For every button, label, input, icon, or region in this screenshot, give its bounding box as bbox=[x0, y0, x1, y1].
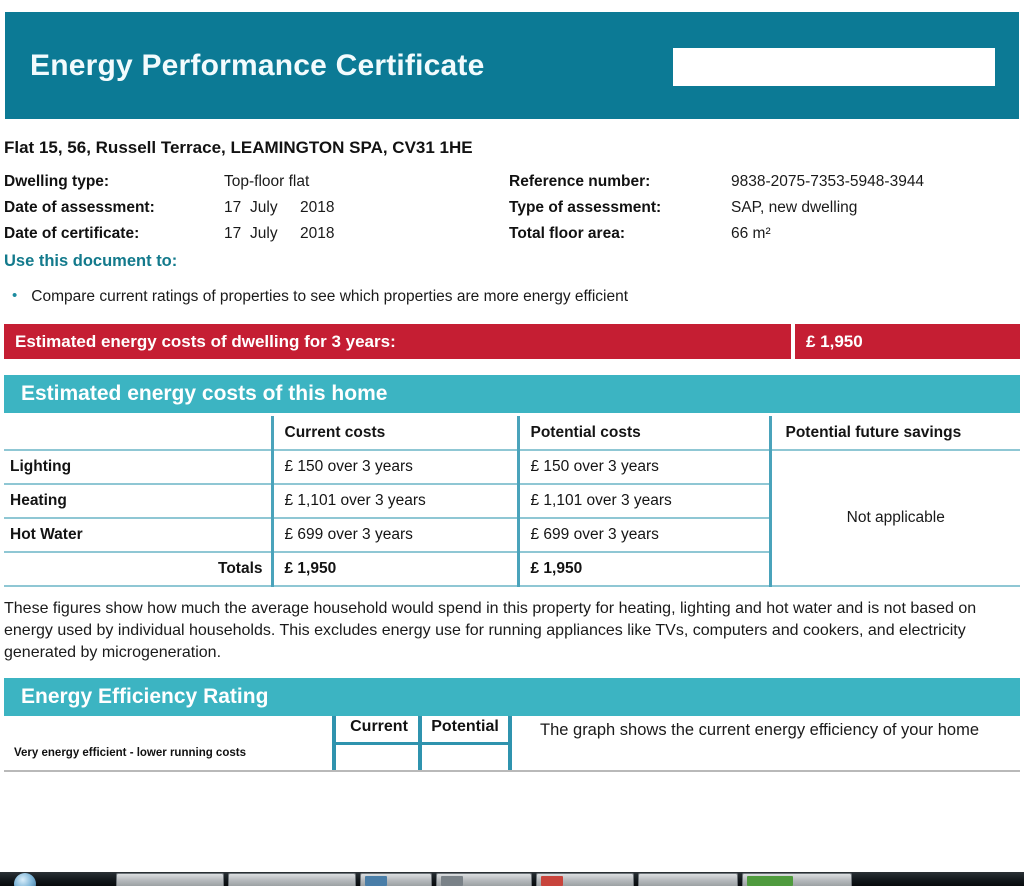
row-label-totals: Totals bbox=[4, 552, 272, 587]
taskbar-item-4-icon bbox=[441, 876, 463, 886]
taskbar-start-button[interactable] bbox=[0, 872, 50, 886]
use-document-heading: Use this document to: bbox=[4, 252, 178, 270]
cell-hot-water-current: £ 699 over 3 years bbox=[270, 518, 518, 553]
use-document-item-text: Compare current ratings of properties to… bbox=[31, 288, 629, 305]
taskbar-item-7[interactable] bbox=[742, 873, 852, 886]
detail-label-date-of-certificate: Date of certificate: bbox=[4, 225, 140, 242]
detail-label-type-of-assessment: Type of assessment: bbox=[509, 199, 662, 216]
taskbar-item-4[interactable] bbox=[436, 873, 532, 886]
certificate-year: 2018 bbox=[300, 225, 335, 242]
table-body: Lighting £ 150 over 3 years £ 150 over 3… bbox=[4, 450, 1020, 587]
detail-label-dwelling-type: Dwelling type: bbox=[4, 173, 110, 190]
column-header-blank bbox=[4, 416, 272, 451]
cell-heating-current: £ 1,101 over 3 years bbox=[270, 484, 518, 519]
detail-label-total-floor-area: Total floor area: bbox=[509, 225, 625, 242]
cell-totals-current: £ 1,950 bbox=[270, 552, 518, 587]
windows-orb-icon[interactable] bbox=[14, 873, 36, 886]
cell-hot-water-potential: £ 699 over 3 years bbox=[516, 518, 770, 553]
bullet-icon: • bbox=[12, 287, 18, 304]
energy-costs-table: Current costs Potential costs Potential … bbox=[4, 416, 1020, 587]
page-title: Energy Performance Certificate bbox=[30, 48, 485, 82]
table-row: Heating £ 1,101 over 3 years £ 1,101 ove… bbox=[4, 484, 1020, 519]
column-header-potential-future-savings: Potential future savings bbox=[768, 416, 1020, 451]
taskbar-item-5-icon bbox=[541, 876, 563, 886]
taskbar-item-2[interactable] bbox=[228, 873, 356, 886]
detail-value-type-of-assessment: SAP, new dwelling bbox=[731, 199, 858, 216]
taskbar-item-6[interactable] bbox=[638, 873, 738, 886]
estimated-cost-label: Estimated energy costs of dwelling for 3… bbox=[15, 331, 396, 351]
certificate-day: 17 bbox=[224, 225, 242, 242]
column-header-potential-costs: Potential costs bbox=[516, 416, 770, 451]
detail-label-reference-number: Reference number: bbox=[509, 173, 651, 190]
property-details: Dwelling type: Top-floor flat Reference … bbox=[4, 173, 1020, 251]
rating-header-underline bbox=[332, 742, 512, 745]
section-title-energy-efficiency-rating: Energy Efficiency Rating bbox=[21, 685, 269, 708]
section-title-estimated-costs: Estimated energy costs of this home bbox=[21, 382, 388, 405]
assessment-month: July bbox=[250, 199, 278, 216]
table-header: Current costs Potential costs Potential … bbox=[4, 416, 1020, 451]
costs-explanatory-note: These figures show how much the average … bbox=[4, 600, 977, 661]
cost-bar-divider bbox=[791, 324, 795, 359]
assessment-day: 17 bbox=[224, 199, 242, 216]
cell-lighting-current: £ 150 over 3 years bbox=[270, 450, 518, 485]
taskbar-item-5[interactable] bbox=[536, 873, 634, 886]
section-header-energy-efficiency-rating: Energy Efficiency Rating bbox=[4, 678, 1020, 716]
detail-value-total-floor-area: 66 m² bbox=[731, 225, 771, 242]
use-document-list-item: • Compare current ratings of properties … bbox=[12, 287, 629, 306]
assessment-year: 2018 bbox=[300, 199, 335, 216]
row-label-hot-water: Hot Water bbox=[4, 518, 272, 553]
taskbar-item-1[interactable] bbox=[116, 873, 224, 886]
detail-value-reference-number: 9838-2075-7353-5948-3944 bbox=[731, 173, 925, 190]
energy-efficiency-rating-body: Very energy efficient - lower running co… bbox=[4, 716, 1020, 771]
taskbar-item-3[interactable] bbox=[360, 873, 432, 886]
column-header-current-costs: Current costs bbox=[270, 416, 518, 451]
cell-heating-potential: £ 1,101 over 3 years bbox=[516, 484, 770, 519]
rating-column-headers: Current Potential bbox=[332, 716, 512, 771]
detail-value-date-of-assessment: 17 July 2018 bbox=[224, 199, 509, 217]
table-row: Hot Water £ 699 over 3 years £ 699 over … bbox=[4, 518, 1020, 553]
detail-row-date-of-certificate: Date of certificate: 17 July 2018 Total fl… bbox=[4, 225, 1020, 251]
taskbar-item-3-icon bbox=[365, 876, 387, 886]
document-header-banner: Energy Performance Certificate bbox=[5, 12, 1019, 119]
section-header-estimated-costs: Estimated energy costs of this home bbox=[4, 375, 1020, 413]
rating-column-header-potential: Potential bbox=[431, 718, 499, 735]
cell-lighting-potential: £ 150 over 3 years bbox=[516, 450, 770, 485]
row-label-lighting: Lighting bbox=[4, 450, 272, 485]
estimated-energy-cost-bar: Estimated energy costs of dwelling for 3… bbox=[4, 324, 1020, 359]
table-header-row: Current costs Potential costs Potential … bbox=[4, 416, 1020, 451]
detail-row-dwelling-type: Dwelling type: Top-floor flat Reference … bbox=[4, 173, 1020, 199]
cell-potential-future-savings: Not applicable bbox=[768, 450, 1020, 587]
cell-totals-potential: £ 1,950 bbox=[516, 552, 770, 587]
rating-description-text: The graph shows the current energy effic… bbox=[540, 721, 980, 739]
taskbar-quicklaunch-spacer bbox=[50, 872, 116, 885]
property-address: Flat 15, 56, Russell Terrace, LEAMINGTON… bbox=[4, 138, 473, 157]
certificate-month: July bbox=[250, 225, 278, 242]
row-label-heating: Heating bbox=[4, 484, 272, 519]
taskbar-item-7-icon bbox=[747, 876, 793, 886]
os-taskbar[interactable] bbox=[0, 872, 1024, 886]
rating-bottom-divider bbox=[4, 770, 1020, 772]
table-row-totals: Totals £ 1,950 £ 1,950 bbox=[4, 552, 1020, 587]
rating-column-header-current: Current bbox=[350, 718, 408, 735]
detail-row-date-of-assessment: Date of assessment: 17 July 2018 Type of a… bbox=[4, 199, 1020, 225]
estimated-cost-value: £ 1,950 bbox=[806, 331, 863, 351]
rating-scale-top-label: Very energy efficient - lower running co… bbox=[14, 747, 246, 759]
detail-value-dwelling-type: Top-floor flat bbox=[224, 173, 310, 190]
table-row: Lighting £ 150 over 3 years £ 150 over 3… bbox=[4, 450, 1020, 587]
header-logo-box bbox=[673, 48, 995, 86]
detail-label-date-of-assessment: Date of assessment: bbox=[4, 199, 155, 216]
detail-value-date-of-certificate: 17 July 2018 bbox=[224, 225, 509, 243]
